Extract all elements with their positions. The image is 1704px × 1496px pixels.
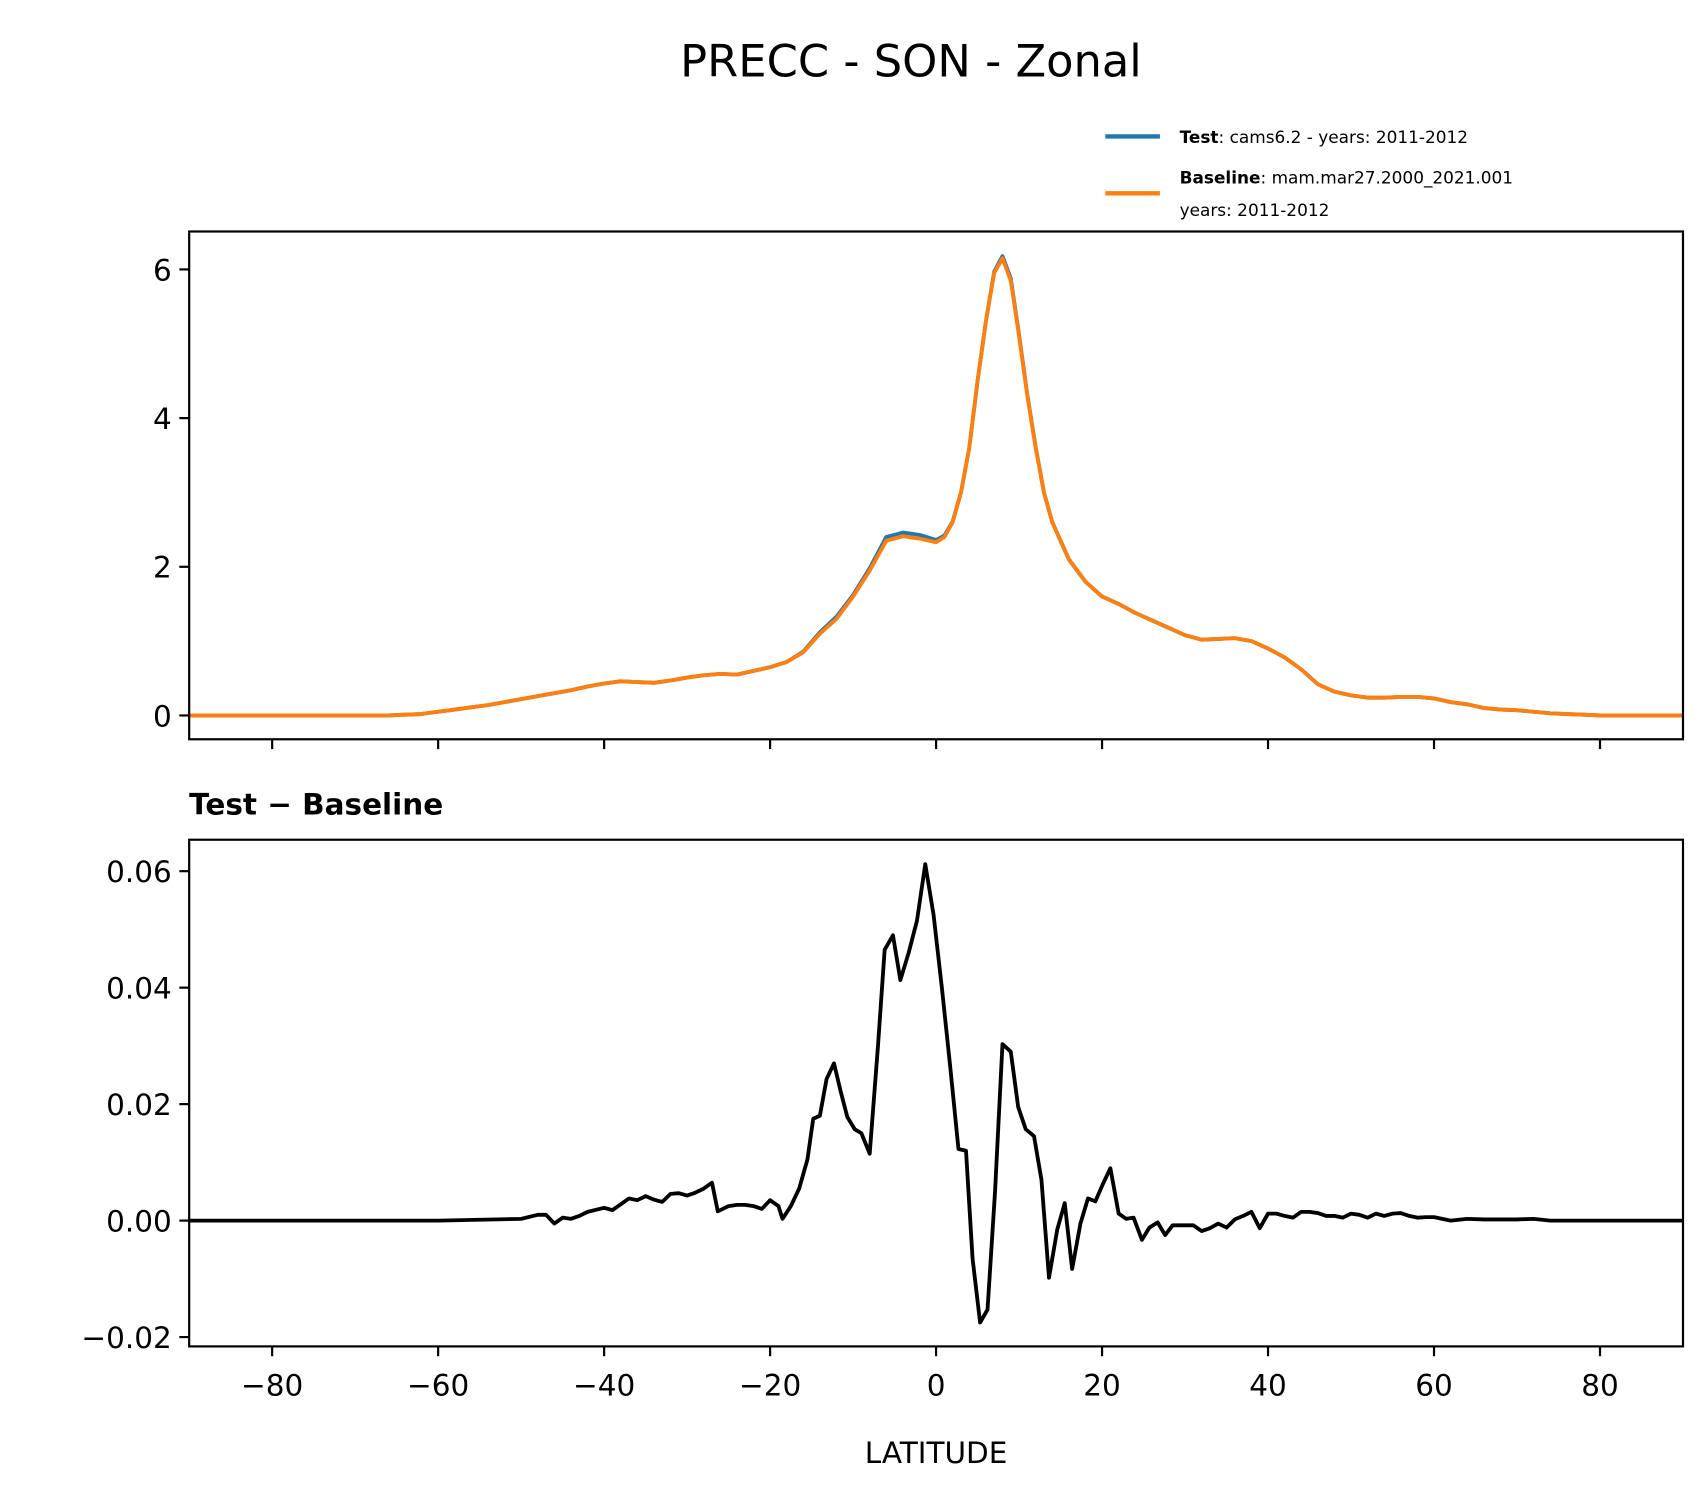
legend-test-name: Test — [1180, 127, 1219, 147]
y-tick-label: 2 — [153, 551, 172, 585]
x-tick-label: −60 — [407, 1369, 469, 1403]
x-tick-label: 60 — [1415, 1369, 1452, 1403]
bottom-axes-title: Test − Baseline — [189, 788, 443, 822]
svg-text:Test: cams6.2 - years: 2011-20: Test: cams6.2 - years: 2011-2012 — [1180, 127, 1468, 147]
axes-frame — [188, 230, 1685, 741]
x-tick-label: −40 — [573, 1369, 635, 1403]
series-line-test — [189, 254, 1683, 718]
x-axis-label: LATITUDE — [865, 1436, 1008, 1470]
series-line-baseline — [189, 256, 1683, 718]
legend-test-text: : cams6.2 - years: 2011-2012 — [1218, 127, 1467, 147]
legend-baseline-text2: years: 2011-2012 — [1180, 200, 1330, 220]
y-tick-label: 0.04 — [106, 972, 172, 1006]
x-tick-label: 80 — [1581, 1369, 1619, 1403]
y-tick-label: 0.02 — [106, 1088, 172, 1122]
x-tick-label: −80 — [241, 1369, 303, 1403]
figure-title: PRECC - SON - Zonal — [680, 34, 1142, 87]
x-tick-label: −20 — [739, 1369, 801, 1403]
y-tick-label: −0.02 — [81, 1321, 171, 1355]
top-axes: 0 2 4 6 — [153, 230, 1685, 750]
legend: Test: cams6.2 - years: 2011-2012 Baselin… — [1105, 127, 1513, 220]
y-tick-label: 0 — [153, 699, 172, 733]
x-tick-label: 0 — [927, 1369, 946, 1403]
series-line-test-baseline — [189, 862, 1683, 1325]
bottom-axes: −0.02 0.00 0.02 0.04 0.06 −80 −60 −40 −20 0 20 40 60… — [81, 838, 1685, 1403]
x-tick-label: 40 — [1249, 1369, 1287, 1403]
y-tick-label: 0.00 — [106, 1205, 172, 1239]
x-tick-label: 20 — [1083, 1369, 1121, 1403]
y-tick-label: 4 — [153, 402, 172, 436]
axes-frame — [188, 838, 1685, 1348]
y-tick-label: 6 — [153, 253, 172, 287]
legend-baseline-text: : mam.mar27.2000_2021.001 — [1261, 167, 1514, 188]
svg-text:Baseline: mam.mar27.2000_2021.: Baseline: mam.mar27.2000_2021.001 — [1180, 167, 1513, 188]
y-tick-label: 0.06 — [106, 855, 172, 889]
legend-baseline-name: Baseline — [1180, 167, 1261, 187]
